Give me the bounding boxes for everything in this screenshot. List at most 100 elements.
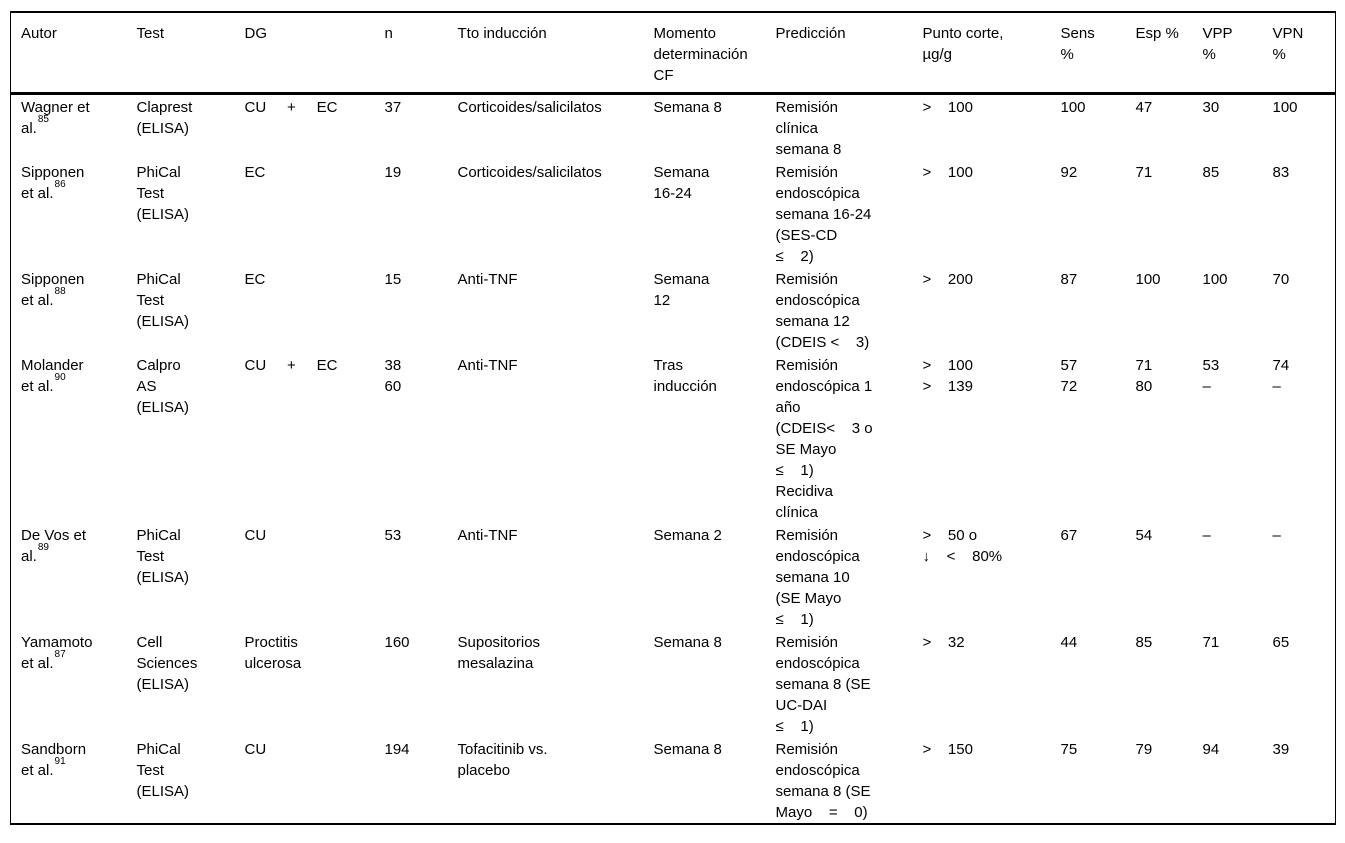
cell-dg: EC <box>244 271 266 288</box>
cell-prediccion: Remisión endoscópica semana 8 (SE UC-DAI… <box>775 634 871 735</box>
column-header-momento: Momento determinación CF <box>653 25 748 84</box>
author-name: Yamamoto et al. <box>21 634 93 672</box>
table-header: Autor Test DG n Tto inducción Momento determi… <box>10 12 1336 94</box>
table-row: De Vos et al.89 PhiCal Test (ELISA) CU 53 An… <box>11 523 1336 630</box>
reference-superscript: 88 <box>54 286 66 297</box>
cell-prediccion: Remisión endoscópica semana 16-24 (SES-C… <box>775 164 872 265</box>
cell-sens: 44 <box>1060 634 1078 651</box>
cell-autor: Sipponen et al.88 <box>11 267 137 353</box>
column-header-punto: Punto corte, µg/g <box>922 25 1004 63</box>
cell-vpn: 74 – <box>1272 357 1290 395</box>
cell-esp: 79 <box>1135 741 1153 758</box>
cell-punto: > 200 <box>922 271 973 288</box>
cell-punto: > 32 <box>922 634 965 651</box>
cell-esp: 85 <box>1135 634 1153 651</box>
cell-prediccion: Remisión endoscópica semana 10 (SE Mayo … <box>775 527 860 628</box>
cell-vpp: 85 <box>1202 164 1220 181</box>
author-name: De Vos et al. <box>21 527 87 565</box>
cell-vpp: 94 <box>1202 741 1220 758</box>
cell-punto: > 100 > 139 <box>922 357 973 395</box>
cell-dg: CU + EC <box>244 99 338 116</box>
reference-superscript: 90 <box>54 372 66 383</box>
cell-sens: 57 72 <box>1060 357 1078 395</box>
cell-test: Cell Sciences (ELISA) <box>136 634 198 693</box>
cell-n: 37 <box>384 99 402 116</box>
cell-momento: Semana 8 <box>653 99 722 116</box>
cell-momento: Semana 16-24 <box>653 164 710 202</box>
cell-sens: 75 <box>1060 741 1078 758</box>
calprotectin-studies-table: Autor Test DG n Tto inducción Momento determi… <box>10 11 1336 825</box>
reference-superscript: 87 <box>54 649 66 660</box>
cell-dg: CU <box>244 527 267 544</box>
cell-esp: 54 <box>1135 527 1153 544</box>
cell-momento: Semana 8 <box>653 634 722 651</box>
cell-tto: Corticoides/salicilatos <box>457 99 602 116</box>
cell-dg: Proctitis ulcerosa <box>244 634 302 672</box>
column-header-tto: Tto inducción <box>457 25 547 42</box>
cell-sens: 92 <box>1060 164 1078 181</box>
author-name: Wagner et al. <box>21 99 90 137</box>
cell-test: PhiCal Test (ELISA) <box>136 527 190 586</box>
cell-momento: Semana 12 <box>653 271 710 309</box>
cell-punto: > 50 o ↓ < 80% <box>922 527 1003 565</box>
table-row: Sipponen et al.86 PhiCal Test (ELISA) EC 19… <box>11 160 1336 267</box>
cell-momento: Tras inducción <box>653 357 717 395</box>
table-row: Molander et al.90 Calpro AS (ELISA) CU + E… <box>11 353 1336 523</box>
cell-n: 38 60 <box>384 357 402 395</box>
cell-tto: Corticoides/salicilatos <box>457 164 602 181</box>
cell-tto: Anti-TNF <box>457 271 518 288</box>
header-row: Autor Test DG n Tto inducción Momento determi… <box>10 12 1336 94</box>
cell-n: 160 <box>384 634 410 651</box>
cell-n: 194 <box>384 741 410 758</box>
cell-punto: > 100 <box>922 99 973 116</box>
cell-autor: Wagner et al.85 <box>11 94 137 161</box>
cell-test: Calpro AS (ELISA) <box>136 357 190 416</box>
column-header-prediccion: Predicción <box>775 25 846 42</box>
author-name: Sipponen et al. <box>21 164 85 202</box>
cell-vpp: – <box>1202 527 1211 544</box>
cell-tto: Anti-TNF <box>457 527 518 544</box>
column-header-vpn: VPN % <box>1272 25 1304 63</box>
cell-vpn: 65 <box>1272 634 1290 651</box>
author-name: Sandborn et al. <box>21 741 87 779</box>
cell-test: PhiCal Test (ELISA) <box>136 271 190 330</box>
column-header-test: Test <box>136 25 165 42</box>
cell-punto: > 100 <box>922 164 973 181</box>
column-header-esp: Esp % <box>1135 25 1179 42</box>
cell-momento: Semana 2 <box>653 527 722 544</box>
column-header-autor: Autor <box>21 25 57 42</box>
cell-vpn: 70 <box>1272 271 1290 288</box>
cell-n: 53 <box>384 527 402 544</box>
table-row: Yamamoto et al.87 Cell Sciences (ELISA) Pr… <box>11 630 1336 737</box>
table-body: Wagner et al.85 Claprest (ELISA) CU + EC 37… <box>11 94 1336 825</box>
cell-vpn: – <box>1272 527 1281 544</box>
cell-vpp: 30 <box>1202 99 1220 116</box>
author-name: Sipponen et al. <box>21 271 85 309</box>
cell-n: 15 <box>384 271 402 288</box>
cell-prediccion: Remisión endoscópica 1 año (CDEIS< 3 o S… <box>775 357 873 521</box>
cell-vpn: 39 <box>1272 741 1290 758</box>
column-header-dg: DG <box>244 25 268 42</box>
cell-dg: CU + EC <box>244 357 338 374</box>
cell-test: PhiCal Test (ELISA) <box>136 741 190 800</box>
cell-tto: Anti-TNF <box>457 357 518 374</box>
cell-momento: Semana 8 <box>653 741 722 758</box>
table-row: Sandborn et al.91 PhiCal Test (ELISA) CU 19… <box>11 737 1336 824</box>
cell-autor: Sipponen et al.86 <box>11 160 137 267</box>
cell-tto: Supositorios mesalazina <box>457 634 541 672</box>
cell-prediccion: Remisión endoscópica semana 12 (CDEIS < … <box>775 271 870 351</box>
column-header-n: n <box>384 25 393 42</box>
cell-punto: > 150 <box>922 741 973 758</box>
cell-prediccion: Remisión clínica semana 8 <box>775 99 842 158</box>
cell-autor: Molander et al.90 <box>11 353 137 523</box>
cell-dg: CU <box>244 741 267 758</box>
cell-esp: 47 <box>1135 99 1153 116</box>
cell-vpn: 83 <box>1272 164 1290 181</box>
cell-autor: Yamamoto et al.87 <box>11 630 137 737</box>
reference-superscript: 86 <box>54 179 66 190</box>
cell-autor: De Vos et al.89 <box>11 523 137 630</box>
table-row: Wagner et al.85 Claprest (ELISA) CU + EC 37… <box>11 94 1336 161</box>
cell-sens: 67 <box>1060 527 1078 544</box>
cell-esp: 71 <box>1135 164 1153 181</box>
column-header-vpp: VPP % <box>1202 25 1233 63</box>
